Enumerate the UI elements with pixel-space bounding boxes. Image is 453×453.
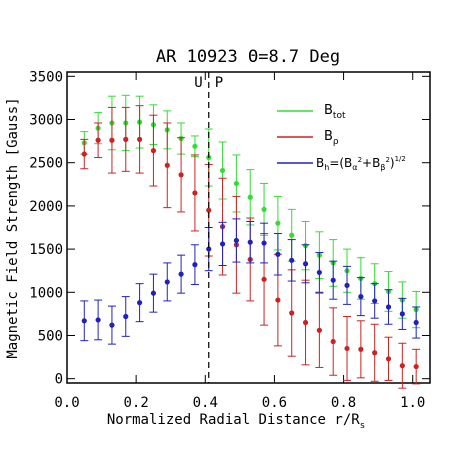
x-tick-label: 0.0: [54, 395, 79, 411]
data-point: [302, 319, 309, 326]
x-tick-label: 0.6: [262, 395, 287, 411]
data-point: [372, 350, 378, 356]
data-point: [247, 239, 253, 245]
data-point: [275, 251, 281, 257]
y-tick-label: 3500: [29, 69, 63, 85]
y-tick-label: 2000: [29, 199, 63, 215]
legend-label-btot: Btot: [324, 103, 346, 121]
y-tick-label: 2500: [29, 156, 63, 172]
data-point: [219, 167, 226, 174]
data-point: [150, 290, 157, 296]
y-axis-label: Magnetic Field Strength [Gauss]: [5, 97, 21, 358]
data-point: [399, 363, 405, 369]
data-point: [289, 232, 295, 238]
x-tick-label: 0.4: [193, 395, 218, 411]
x-tick-label: 1.0: [400, 395, 425, 411]
y-tick-label: 3000: [29, 113, 63, 129]
data-point: [192, 143, 198, 149]
data-point: [206, 207, 212, 213]
data-point: [123, 313, 129, 320]
x-tick-label: 0.8: [331, 395, 356, 411]
data-point: [109, 322, 115, 328]
y-tick-label: 500: [38, 328, 63, 344]
data-point: [344, 282, 350, 288]
data-point: [344, 345, 350, 352]
y-tick-label: 1000: [29, 285, 63, 301]
y-tick-label: 1500: [29, 242, 63, 258]
data-point: [233, 180, 239, 187]
chart-title: AR 10923 Θ=8.7 Deg: [156, 47, 340, 67]
data-point: [247, 194, 253, 200]
data-point: [261, 276, 267, 282]
data-point: [261, 240, 267, 246]
data-point: [358, 346, 364, 352]
x-tick-label: 0.2: [123, 395, 148, 411]
data-point: [330, 338, 336, 345]
y-tick-label: 0: [55, 372, 63, 388]
data-point: [302, 261, 309, 267]
data-point: [206, 246, 212, 252]
data-point: [95, 137, 101, 143]
data-point: [192, 262, 198, 268]
data-point: [289, 257, 295, 263]
data-point: [95, 317, 101, 323]
data-point: [164, 162, 170, 168]
data-point: [137, 136, 143, 142]
boundary-label-p: P: [215, 75, 223, 91]
data-point: [81, 318, 87, 324]
data-point: [358, 294, 364, 300]
data-point: [385, 356, 392, 362]
series-bh: [80, 218, 421, 345]
data-point: [413, 319, 419, 326]
data-point: [123, 136, 129, 142]
data-series: [80, 94, 421, 389]
axis-ticks: 0.0 0.2 0.4 0.6 0.8 1.0 0 500 1000 1500 2000 2500 30…: [29, 69, 430, 411]
data-point: [178, 172, 184, 178]
data-point: [261, 206, 267, 212]
data-point: [316, 327, 322, 333]
data-point: [385, 304, 392, 310]
data-point: [150, 148, 157, 154]
legend-label-brho: Bρ: [324, 129, 339, 147]
data-point: [372, 298, 378, 304]
data-point: [275, 297, 281, 303]
data-point: [192, 190, 198, 196]
data-point: [219, 241, 226, 247]
data-point: [81, 151, 87, 157]
legend: Btot Bρ Bh=(Bα2+Bβ2)1/2: [277, 103, 406, 172]
data-point: [233, 237, 239, 244]
data-point: [289, 310, 295, 316]
data-point: [316, 269, 322, 276]
plot-frame: [66, 71, 431, 384]
data-point: [275, 220, 281, 226]
data-point: [178, 271, 184, 277]
data-point: [399, 311, 405, 317]
data-point: [330, 277, 336, 283]
data-point: [137, 300, 143, 306]
data-point: [164, 279, 170, 285]
boundary-label-u: U: [194, 75, 202, 91]
data-point: [413, 363, 419, 370]
legend-label-bh: Bh=(Bα2+Bβ2)1/2: [316, 155, 406, 172]
x-axis-label: Normalized Radial Distance r/Rs: [107, 412, 365, 431]
data-point: [109, 137, 115, 143]
